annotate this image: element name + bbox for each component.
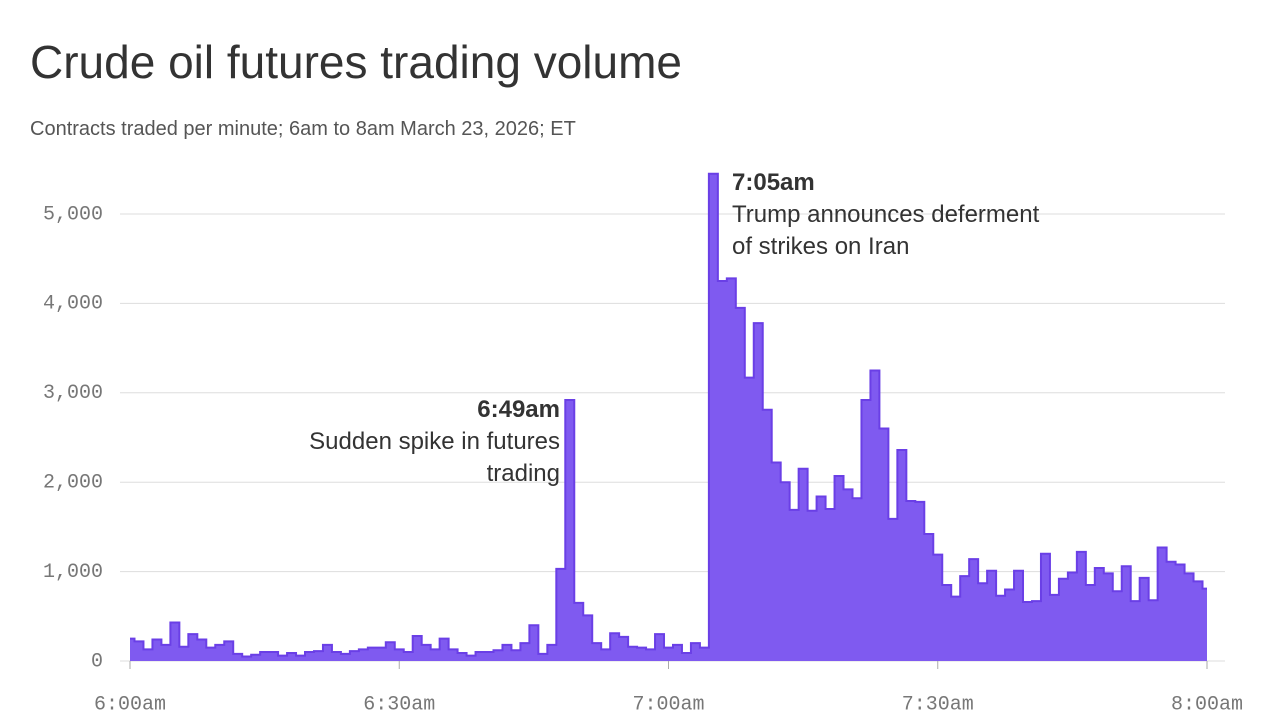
x-tick-label: 7:00am [632,693,704,716]
area [130,173,1207,661]
y-tick-label: 2,000 [43,471,103,494]
y-tick-label: 0 [91,650,103,673]
annotation-text: trading [487,460,560,487]
chart-subtitle: Contracts traded per minute; 6am to 8am … [30,118,576,140]
line [130,172,1207,658]
annotation-title: 7:05am [732,169,815,196]
y-tick-label: 5,000 [43,203,103,226]
annotation-text: Sudden spike in futures [309,428,560,455]
annotation-title: 6:49am [477,396,560,423]
chart-title: Crude oil futures trading volume [30,36,682,88]
x-tick-label: 8:00am [1171,693,1243,716]
x-tick-label: 6:30am [363,693,435,716]
y-tick-label: 4,000 [43,293,103,316]
y-tick-label: 1,000 [43,561,103,584]
x-tick-label: 7:30am [902,693,974,716]
plot [130,172,1207,661]
y-tick-label: 3,000 [43,382,103,405]
annotation-text: of strikes on Iran [732,233,909,260]
x-tick-label: 6:00am [94,693,166,716]
annotation-text: Trump announces deferment [732,201,1040,228]
